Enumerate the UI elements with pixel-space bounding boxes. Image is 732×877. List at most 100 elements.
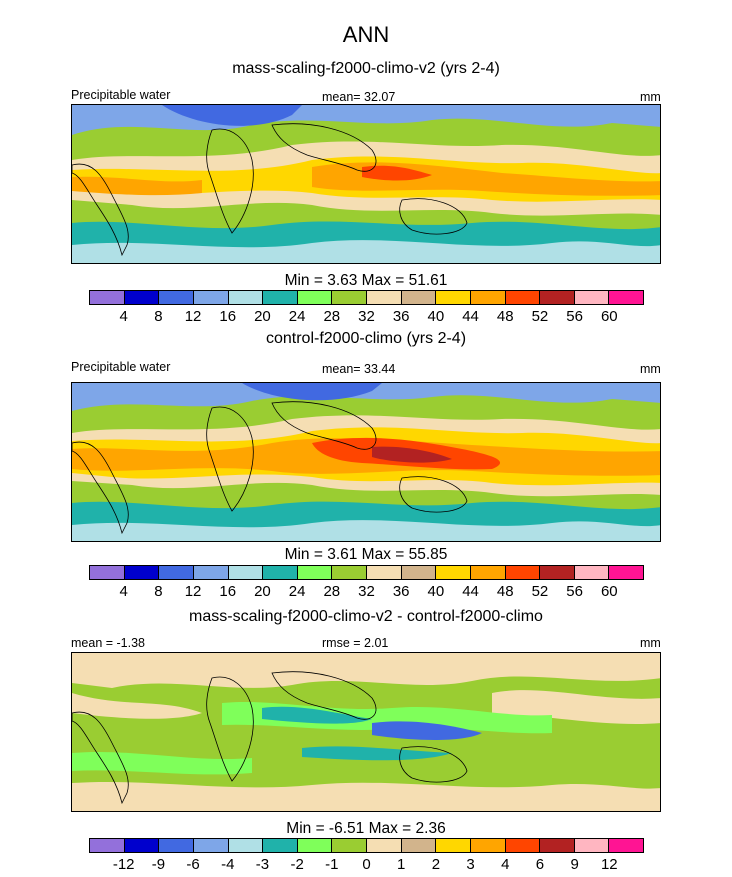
panel2-title: control-f2000-climo (yrs 2-4) [265,330,467,347]
colorbar-tick-label: 24 [288,308,306,325]
panel1-colorbar-swatch [297,291,333,304]
panel2-colorbar-swatch [574,566,610,579]
panel3-units-label: mm [640,636,661,650]
panel3-colorbar-swatch [505,839,541,852]
panel3-coastline-africa [206,676,254,782]
panel3-colorbar-swatch [367,839,402,852]
panel2-colorbar-swatch [540,566,575,579]
panel3-colorbar-swatch [193,839,229,852]
colorbar-tick-label: 4 [501,856,510,873]
colorbar-tick-label: -6 [186,856,200,873]
panel1-coastline-americas [72,163,129,257]
colorbar-tick-label: 48 [496,583,514,600]
panel2-colorbar-swatch [505,566,541,579]
panel2-colorbar-swatch [436,566,471,579]
panel3-contour-plot [72,653,660,811]
panel2-mean-label: mean= 33.44 [322,362,396,376]
panel2-colorbar-swatch [332,566,367,579]
panel3-colorbar [89,838,644,853]
panel3-field-atlantic-positive [72,693,202,719]
colorbar-tick-label: 60 [600,583,618,600]
panel1-colorbar-swatch [159,291,194,304]
figure-title: ANN [342,22,390,47]
panel1-colorbar-swatch [436,291,471,304]
panel3-colorbar-swatch [159,839,194,852]
colorbar-tick-label: -2 [290,856,304,873]
panel1-title: mass-scaling-f2000-climo-v2 (yrs 2-4) [232,60,500,77]
panel1-colorbar-swatch [574,291,610,304]
panel3-min-max: Min = -6.51 Max = 2.36 [286,820,446,837]
panel1-colorbar-swatch [228,291,264,304]
colorbar-tick-label: 24 [288,583,306,600]
panel1-colorbar-ticks: 4 8 12 16 20 24 28 32 36 40 44 48 52 56 60 [89,308,644,326]
panel1-colorbar-swatch [505,291,541,304]
panel2-colorbar-swatch [263,566,298,579]
panel2-colorbar-swatch [90,566,125,579]
panel3-coastline-asia [271,671,377,720]
colorbar-tick-label: -12 [112,856,135,873]
panel2-colorbar-swatch [228,566,264,579]
panel1-field-south-coldest [72,240,660,263]
colorbar-tick-label: 6 [535,856,545,873]
colorbar-tick-label: 36 [392,583,410,600]
panel1-colorbar-swatch [332,291,367,304]
panel3-colorbar-swatch [574,839,610,852]
colorbar-tick-label: 0 [362,856,371,873]
colorbar-tick-label: 12 [184,583,202,600]
panel2-map [71,382,661,542]
panel2-variable-label: Precipitable water [71,360,171,374]
panel3-coastline-australia [399,746,468,783]
panel3-field-south-indian-negative [302,746,452,761]
panel1-coastline-asia [271,123,377,172]
panel1-colorbar-swatch [540,291,575,304]
panel3-field-indian-negative [262,706,372,724]
colorbar-tick-label: 32 [358,583,375,600]
panel3-field-maritime-negative [372,721,482,740]
panel3-title: mass-scaling-f2000-climo-v2 - control-f2… [189,608,543,625]
panel3-mean-label: mean = -1.38 [71,636,146,650]
colorbar-tick-label: 40 [427,308,445,325]
panel3-colorbar-ticks: -12 -9 -6 -4 -3 -2 -1 0 1 2 3 4 6 9 12 [89,856,644,874]
panel2-colorbar-swatch [401,566,437,579]
panel2-coastline-asia [271,401,377,450]
colorbar-tick-label: 8 [154,583,163,600]
colorbar-tick-label: 20 [254,308,271,325]
panel1-min-max: Min = 3.63 Max = 51.61 [284,272,448,289]
colorbar-tick-label: 44 [462,583,479,600]
panel1-mean-label: mean= 32.07 [322,90,396,104]
panel2-colorbar [89,565,644,580]
panel2-contour-plot [72,383,660,541]
panel1-colorbar-swatch [124,291,160,304]
panel2-colorbar-swatch [124,566,160,579]
panel3-field-south-atlantic-negative [72,751,252,775]
colorbar-tick-label: 4 [119,583,128,600]
panel3-map [71,652,661,812]
colorbar-tick-label: 60 [600,308,618,325]
panel3-rmse-label: rmse = 2.01 [322,636,389,650]
panel3-colorbar-swatch [263,839,298,852]
colorbar-tick-label: 28 [323,583,341,600]
panel2-units-label: mm [640,362,661,376]
colorbar-tick-label: 12 [184,308,202,325]
panel2-colorbar-ticks: 4 8 12 16 20 24 28 32 36 40 44 48 52 56 60 [89,583,644,601]
panel1-colorbar [89,290,644,305]
panel1-colorbar-swatch [367,291,402,304]
panel1-colorbar-swatch [193,291,229,304]
panel2-field-warmpool-core [372,446,452,463]
panel2-field-north-cold [72,383,660,411]
colorbar-tick-label: 28 [323,308,341,325]
colorbar-tick-label: 52 [531,308,549,325]
colorbar-tick-label: 2 [431,856,441,873]
panel1-field-north-coldest [162,105,302,126]
panel1-map [71,104,661,264]
colorbar-tick-label: 56 [566,308,583,325]
panel2-field-north-coldest [242,383,382,401]
panel1-colorbar-swatch [90,291,125,304]
colorbar-tick-label: 36 [392,308,410,325]
panel1-colorbar-swatch [263,291,298,304]
colorbar-tick-label: 16 [219,583,237,600]
colorbar-tick-label: 8 [154,308,163,325]
colorbar-tick-label: -4 [221,856,235,873]
panel2-colorbar-swatch [297,566,333,579]
colorbar-tick-label: 32 [358,308,375,325]
